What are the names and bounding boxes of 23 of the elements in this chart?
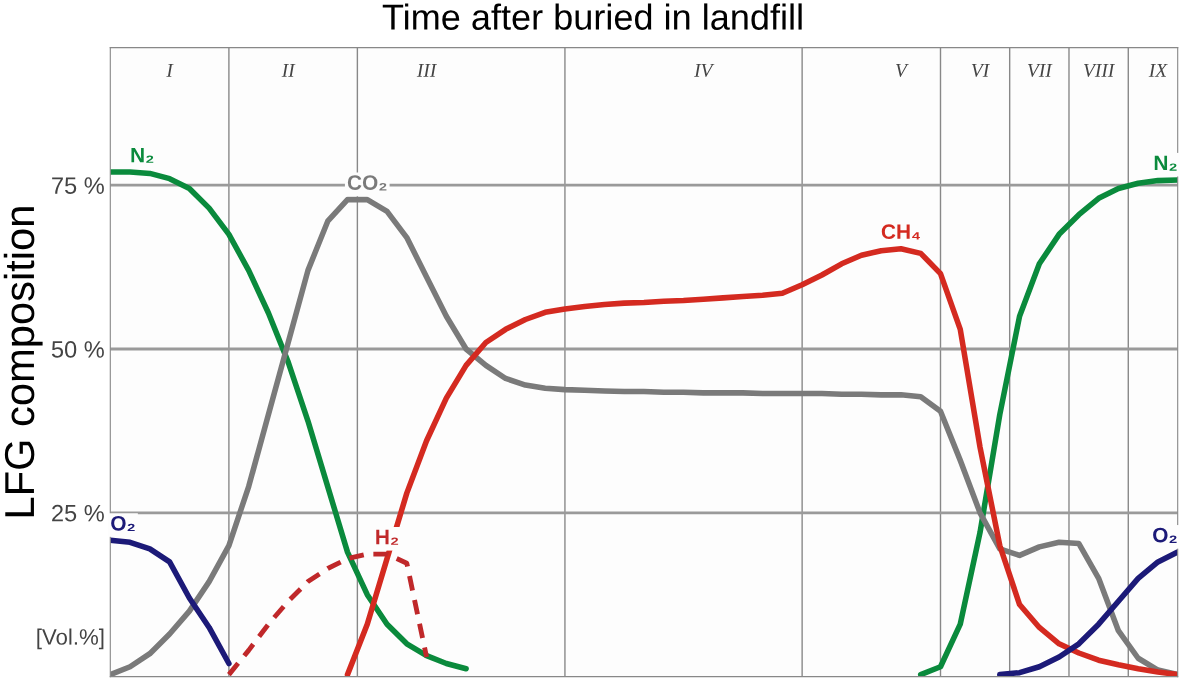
line-series: [226, 551, 429, 677]
x-tick-label: IV: [694, 64, 715, 78]
series-label: CO₂: [347, 175, 387, 191]
x-tick-label: VIII: [1084, 64, 1116, 78]
y-tick-label: 75 %: [52, 177, 104, 194]
series-label: N₂: [131, 147, 154, 163]
x-tick-label: VII: [1027, 64, 1053, 78]
x-tick-label: II: [281, 64, 296, 77]
x-tick-label: IX: [1148, 64, 1168, 77]
series-label: H₂: [376, 529, 399, 545]
text: [Vol.%]: [37, 628, 104, 650]
x-tick-label: VI: [971, 64, 990, 78]
chart-title: Time after buried in landfill: [382, 3, 802, 30]
series-label: N₂: [1154, 155, 1177, 171]
x-tick-label: V: [896, 64, 909, 78]
y-axis-title: LFG composition: [3, 207, 43, 517]
x-tick-label: I: [166, 64, 174, 77]
series-label: O₂: [1153, 527, 1177, 543]
y-tick-label: 50 %: [51, 341, 104, 358]
series-label: CH₄: [881, 224, 920, 240]
y-tick-label: 25 %: [52, 504, 104, 522]
x-tick-label: III: [416, 64, 438, 77]
series-label: O₂: [111, 515, 135, 532]
